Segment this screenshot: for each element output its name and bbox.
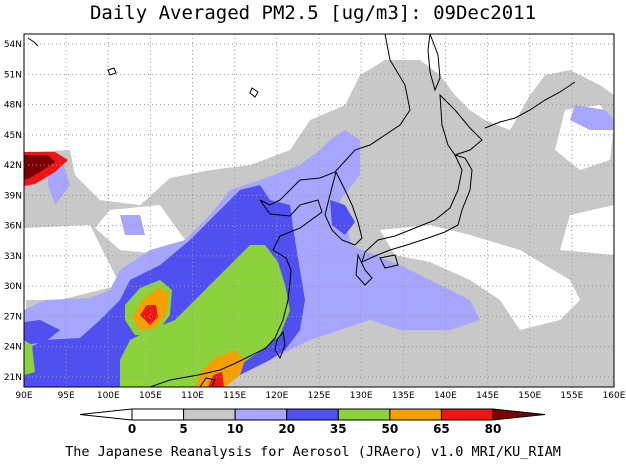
lat-tick-label: 42N [4, 161, 22, 171]
colorbar-swatch [234, 408, 288, 421]
colorbar-swatch [492, 408, 546, 421]
colorbar-level-label: 80 [485, 422, 502, 436]
map-title: Daily Averaged PM2.5 [ug/m3]: 09Dec2011 [89, 2, 537, 24]
lat-tick-label: 30N [4, 282, 22, 292]
lon-tick-label: 130E [350, 391, 373, 401]
lat-tick-label: 24N [4, 343, 22, 353]
colorbar-level-label: 35 [330, 422, 347, 436]
lon-tick-label: 140E [434, 391, 457, 401]
colorbar-level-label: 50 [382, 422, 399, 436]
colorbar-level-label: 65 [433, 422, 450, 436]
colorbar-level-label: 5 [179, 422, 187, 436]
lon-tick-label: 120E [265, 391, 288, 401]
credit-line: The Japanese Reanalysis for Aerosol (JRA… [65, 444, 561, 460]
lat-tick-label: 33N [4, 252, 22, 262]
lon-tick-label: 100E [97, 391, 120, 401]
pm25-contours [24, 34, 614, 387]
lon-tick-label: 155E [560, 391, 583, 401]
lon-tick-label: 145E [476, 391, 499, 401]
colorbar-level-label: 10 [227, 422, 244, 436]
longitude-labels: 90E 95E 100E 105E 110E 115E 120E 125E 130E 135E 14… [15, 391, 625, 401]
lon-tick-label: 95E [58, 391, 75, 401]
lon-tick-label: 135E [392, 391, 415, 401]
lon-tick-label: 90E [15, 391, 32, 401]
lat-tick-label: 36N [4, 222, 22, 232]
coastlines [27, 34, 576, 387]
lat-tick-label: 54N [4, 40, 22, 50]
lat-tick-label: 45N [4, 131, 22, 141]
lon-tick-label: 125E [308, 391, 331, 401]
colorbar-swatch [79, 408, 133, 421]
lat-tick-label: 51N [4, 70, 22, 80]
colorbar: 0 5 10 20 35 50 65 80 [79, 408, 546, 436]
colorbar-swatch [286, 408, 339, 421]
map-grid [24, 34, 614, 387]
lat-tick-label: 21N [4, 373, 22, 383]
lat-tick-label: 39N [4, 191, 22, 201]
map-frame [23, 33, 615, 388]
colorbar-swatch [131, 408, 185, 421]
lon-tick-label: 160E [603, 391, 626, 401]
lon-tick-label: 105E [139, 391, 162, 401]
lat-tick-label: 48N [4, 101, 22, 111]
lon-tick-label: 150E [518, 391, 541, 401]
colorbar-swatch [440, 408, 494, 421]
colorbar-swatch [389, 408, 442, 421]
latitude-labels: 21N 24N 27N 30N 33N 36N 39N 42N 45N 48N 51N 54N [4, 40, 22, 383]
colorbar-level-label: 20 [278, 422, 295, 436]
colorbar-swatch [183, 408, 236, 421]
lat-tick-label: 27N [4, 312, 22, 322]
contour-over-80 [24, 155, 55, 180]
lon-tick-label: 110E [181, 391, 204, 401]
colorbar-swatch [337, 408, 391, 421]
lon-tick-label: 115E [223, 391, 246, 401]
colorbar-level-label: 0 [128, 422, 136, 436]
